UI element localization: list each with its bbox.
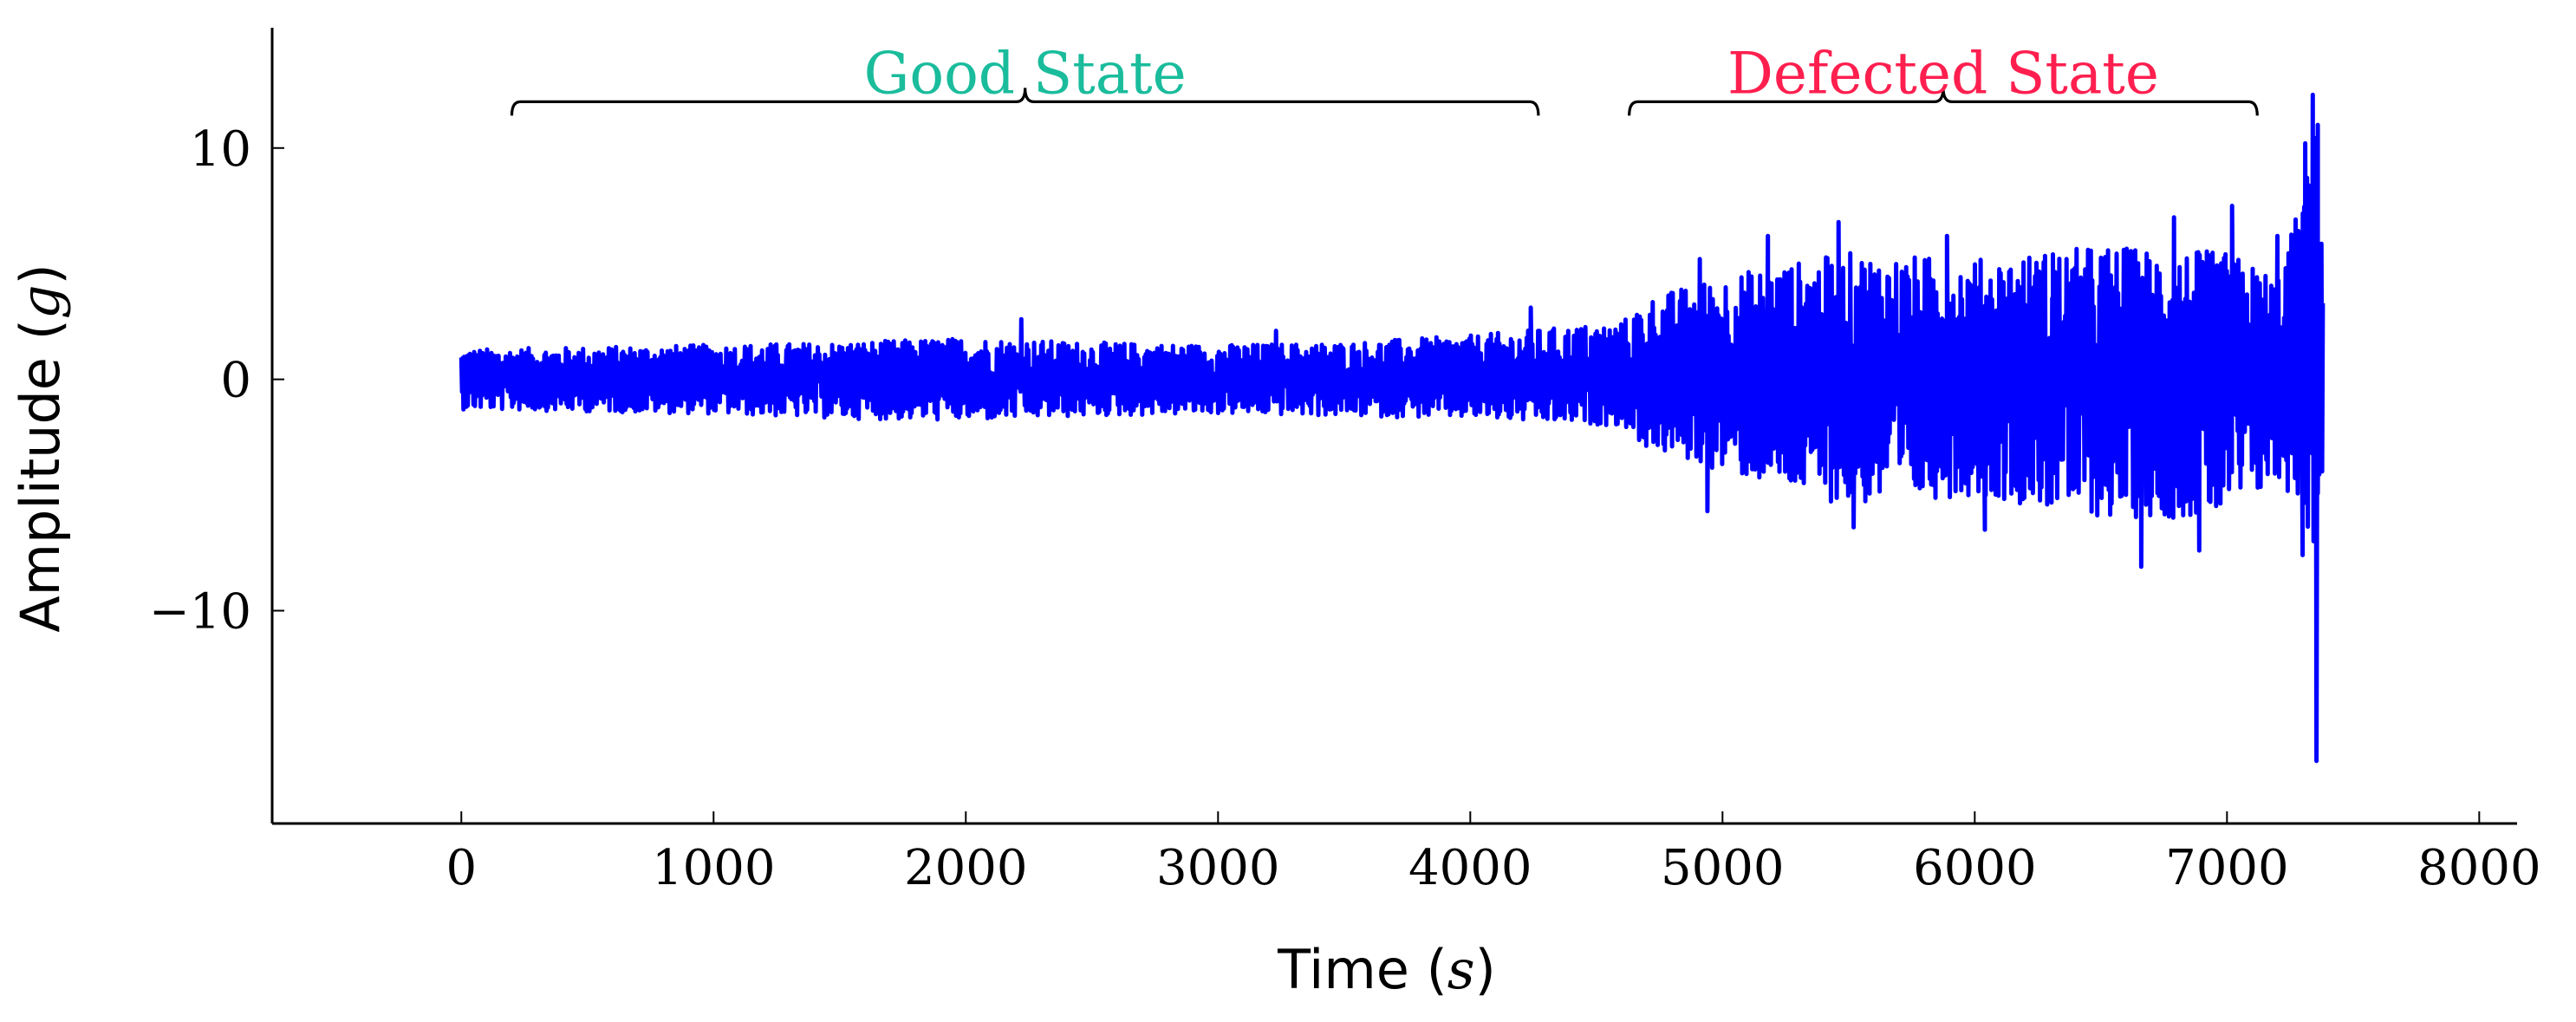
- y-axis-label: Amplitude (g): [9, 264, 72, 633]
- y-ticks: −10 0 10: [149, 121, 284, 640]
- defected-state-label: Defected State: [1727, 40, 2159, 107]
- good-state-label: Good State: [864, 40, 1187, 107]
- signal-line: [459, 92, 2326, 764]
- x-tick-label: 3000: [1156, 840, 1280, 896]
- x-tick-label: 4000: [1408, 840, 1532, 896]
- state-annotations: Good State Defected State: [510, 40, 2259, 116]
- x-tick-label: 5000: [1661, 840, 1785, 896]
- x-tick-label: 2000: [904, 840, 1028, 896]
- y-tick-label: 0: [220, 353, 251, 409]
- x-tick-label: 8000: [2417, 840, 2541, 896]
- x-tick-label: 1000: [652, 840, 776, 896]
- y-tick-label: 10: [190, 121, 251, 178]
- plot-area: [459, 92, 2326, 764]
- y-tick-label: −10: [149, 583, 251, 640]
- axes: 0 1000 2000 3000 4000 5000 6000 7000 8000 −10 0 10: [149, 28, 2541, 896]
- x-tick-label: 6000: [1913, 840, 2037, 896]
- x-axis-label: Time (s): [1277, 938, 1496, 1001]
- x-ticks: 0 1000 2000 3000 4000 5000 6000 7000 8000: [446, 811, 2541, 896]
- x-tick-label: 7000: [2165, 840, 2289, 896]
- x-tick-label: 0: [446, 840, 477, 896]
